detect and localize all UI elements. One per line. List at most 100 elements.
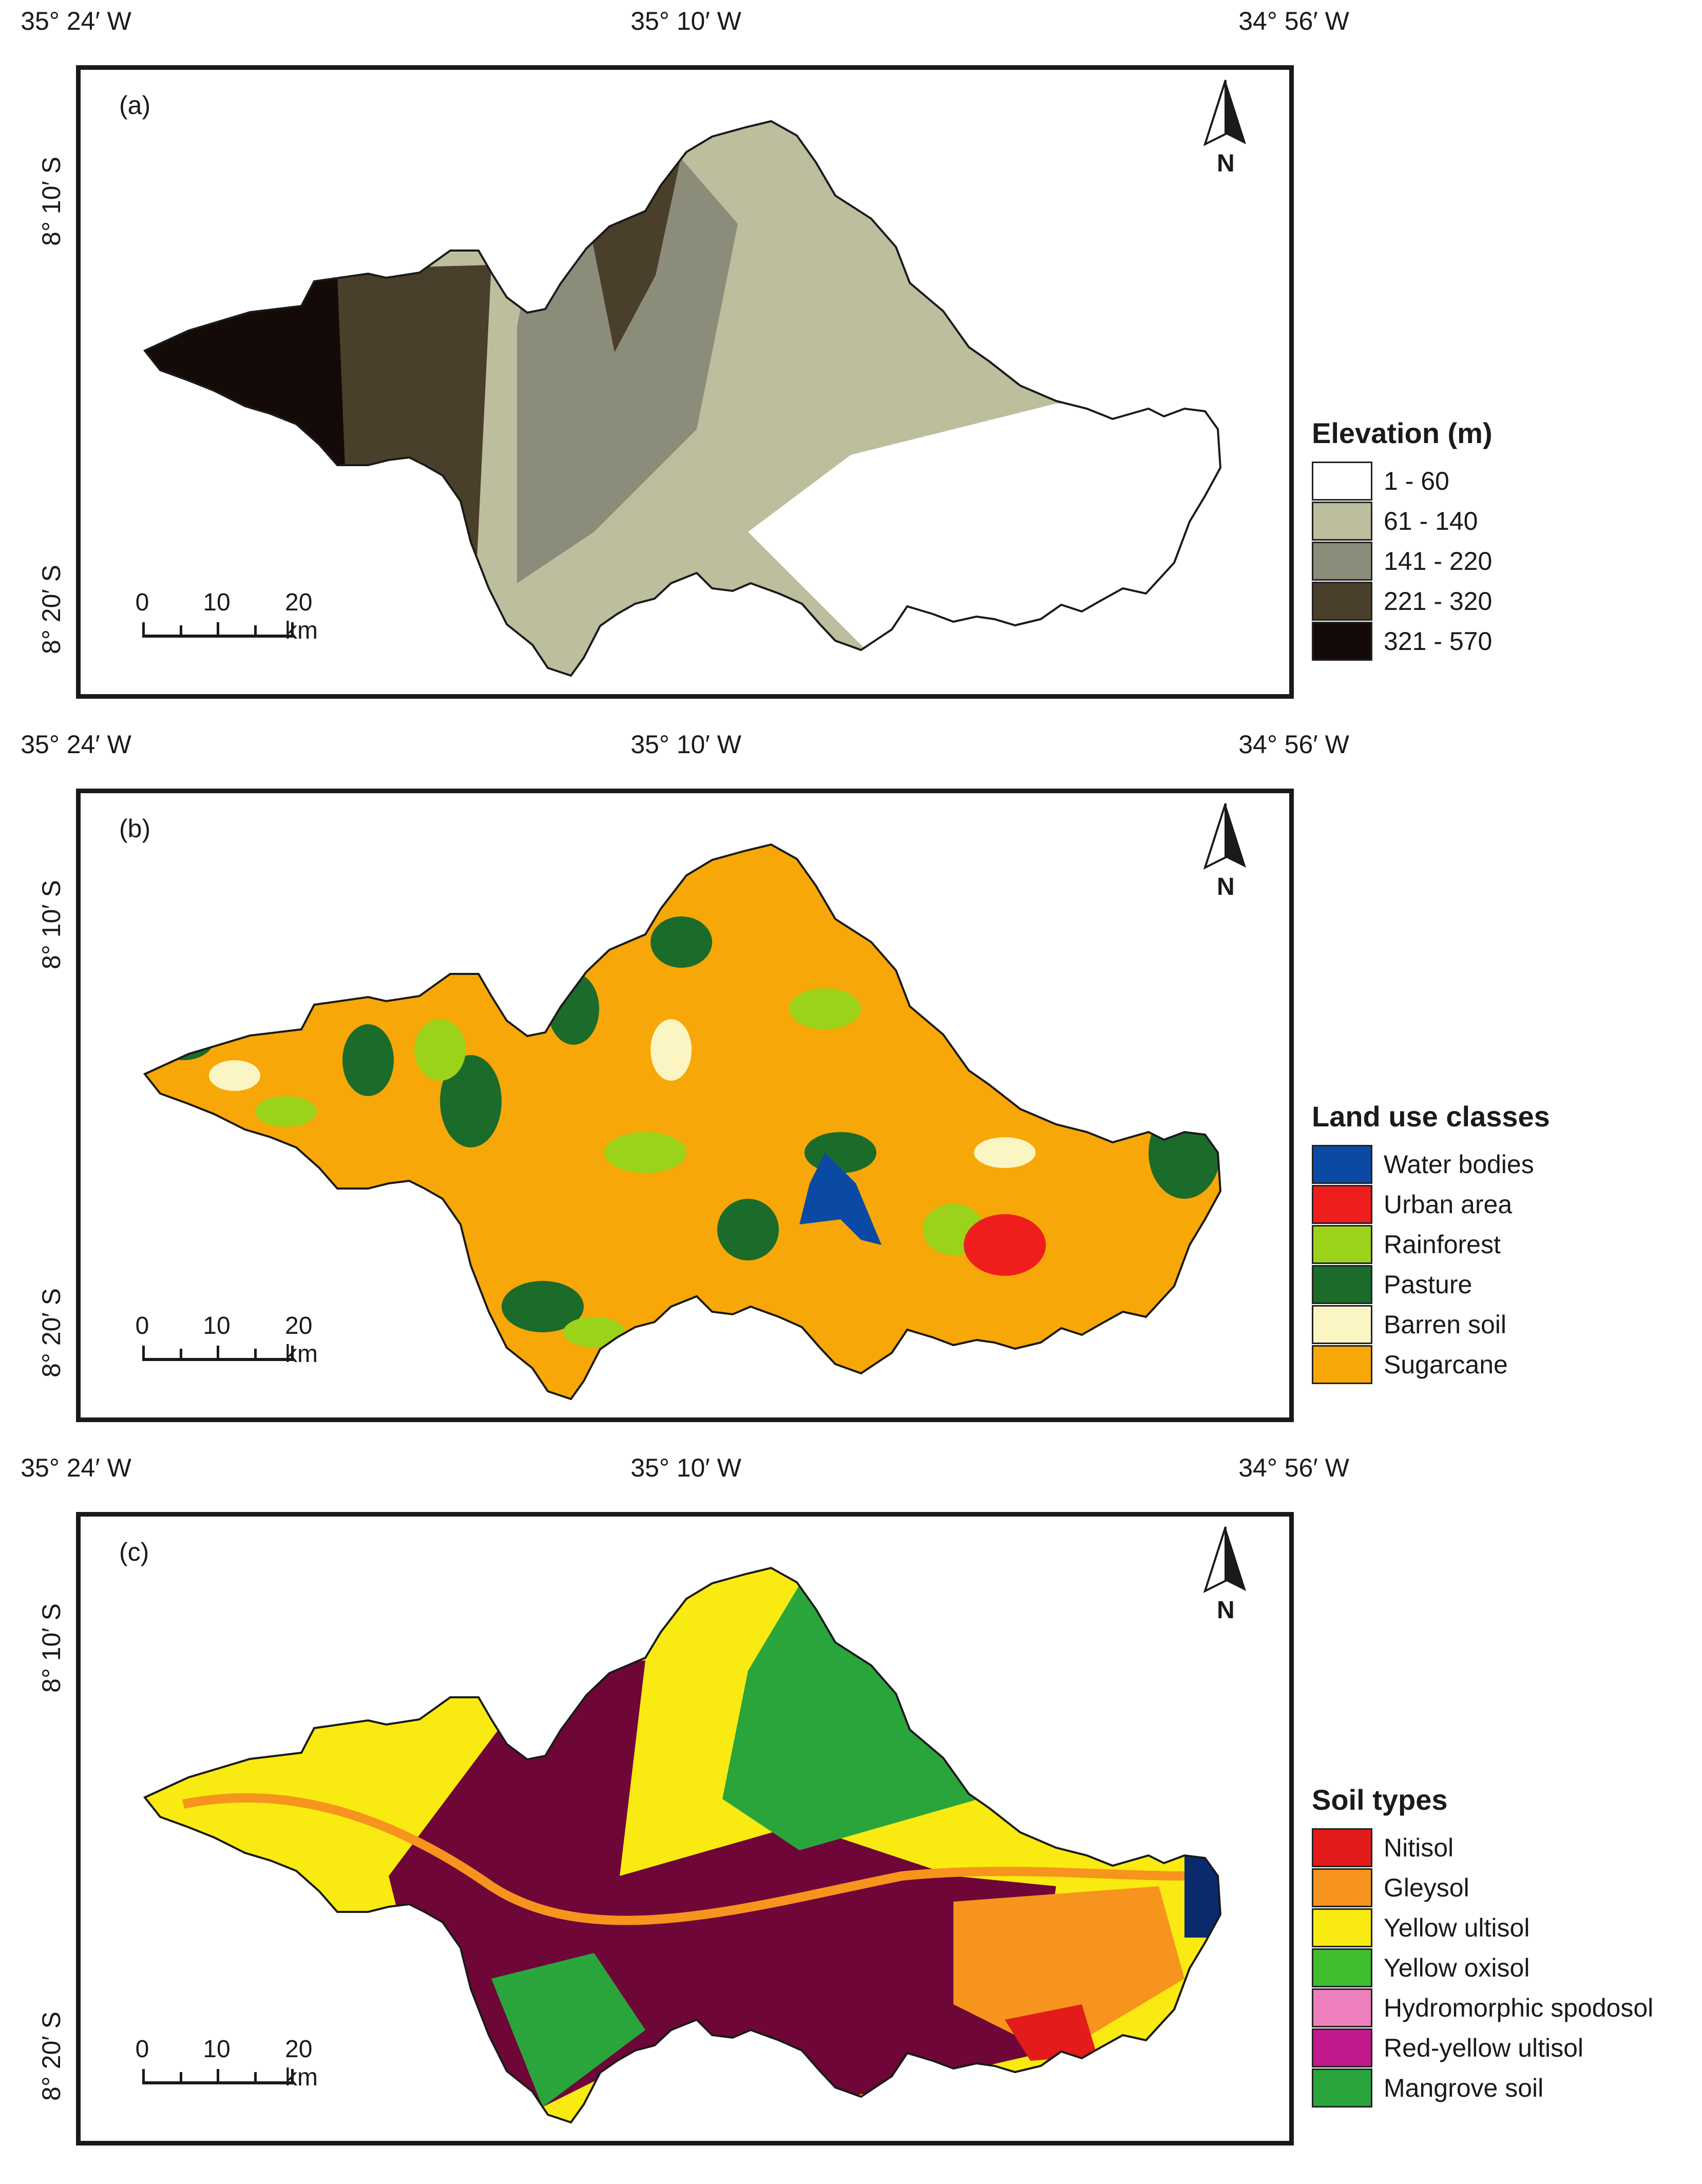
latitude-label: 8° 20′ S <box>37 1288 66 1377</box>
scale-tick <box>142 2069 145 2084</box>
land-use-zone <box>255 1096 317 1127</box>
longitude-label: 35° 10′ W <box>630 730 741 759</box>
land-use-zone <box>548 973 599 1045</box>
north-label: N <box>1217 150 1235 177</box>
panel-label: (c) <box>119 1538 149 1566</box>
legend-swatch <box>1312 1908 1372 1947</box>
panel-label: (a) <box>119 91 151 120</box>
scale-tick <box>179 2072 182 2084</box>
land-use-zone <box>964 1214 1046 1276</box>
scale-tick <box>217 2069 219 2084</box>
basin-outline <box>143 843 1222 1401</box>
north-arrow-icon <box>1203 803 1246 870</box>
scale-tick <box>217 1346 219 1361</box>
soil-zone <box>491 1953 645 2107</box>
legend-item: Water bodies <box>1312 1144 1550 1184</box>
north-arrow-icon <box>1203 80 1246 146</box>
north-label: N <box>1217 873 1235 901</box>
legend-label: 221 - 320 <box>1384 587 1493 616</box>
longitude-label: 34° 56′ W <box>1238 1453 1349 1482</box>
legend-label: 321 - 570 <box>1384 627 1493 656</box>
scale-tick <box>254 625 257 638</box>
legend-label: Yellow oxisol <box>1384 1953 1530 1982</box>
legend-label: Yellow ultisol <box>1384 1913 1530 1942</box>
legend-swatch <box>1312 2028 1372 2067</box>
map-frame-c: (c) N 0 10 20 km <box>76 1512 1294 2145</box>
legend-label: 61 - 140 <box>1384 507 1478 535</box>
latitude-label: 8° 20′ S <box>37 2011 66 2101</box>
scale-tick <box>179 625 182 638</box>
soil-zone <box>1184 1855 1220 1938</box>
legend-swatch <box>1312 542 1372 581</box>
map-c <box>143 1566 1222 2124</box>
legend-swatch <box>1312 1345 1372 1384</box>
legend-swatch <box>1312 1225 1372 1264</box>
soil-zone <box>182 1793 1185 1925</box>
legend-item: 141 - 220 <box>1312 541 1493 581</box>
scale-bar: 0 10 20 km <box>136 2035 318 2092</box>
latitude-label: 8° 10′ S <box>37 880 66 969</box>
longitude-label: 35° 24′ W <box>21 7 131 35</box>
legend-swatch <box>1312 502 1372 541</box>
legend-item: 61 - 140 <box>1312 501 1493 541</box>
legend-swatch <box>1312 1828 1372 1867</box>
scale-label: 20 km <box>285 1312 318 1368</box>
land-use-zone <box>1149 1106 1220 1199</box>
soil-zone <box>1005 2004 1097 2061</box>
basin-outline <box>143 120 1222 677</box>
land-use-zone <box>414 1019 466 1081</box>
legend-label: Barren soil <box>1384 1310 1506 1339</box>
legend-item: Rainforest <box>1312 1224 1550 1265</box>
legend-swatch <box>1312 1988 1372 2027</box>
latitude-label: 8° 10′ S <box>37 157 66 246</box>
scale-bar: 0 10 20 km <box>136 1312 318 1368</box>
scale-tick <box>217 622 219 638</box>
legend-item: Pasture <box>1312 1265 1550 1305</box>
legend-label: Urban area <box>1384 1190 1513 1219</box>
scale-tick <box>142 1346 145 1361</box>
legend-swatch <box>1312 1185 1372 1224</box>
land-use-zone <box>563 1317 625 1348</box>
scale-label: 10 <box>203 589 231 616</box>
scale-label: 0 <box>135 589 149 616</box>
soil-zone <box>722 1568 979 1850</box>
land-use-zone <box>799 1153 882 1245</box>
legend-swatch <box>1312 1305 1372 1344</box>
legend-swatch <box>1312 462 1372 501</box>
scale-bar: 0 10 20 km <box>136 588 318 645</box>
soil-zone <box>953 1886 1184 2056</box>
longitude-label: 34° 56′ W <box>1238 730 1349 759</box>
legend-label: Water bodies <box>1384 1150 1534 1179</box>
legend-swatch <box>1312 1868 1372 1907</box>
legend-item: Sugarcane <box>1312 1345 1550 1385</box>
legend-title: Elevation (m) <box>1312 417 1493 449</box>
scale-tick <box>291 2069 294 2084</box>
map-a <box>143 120 1222 677</box>
legend-swatch <box>1312 2068 1372 2108</box>
scale-tick <box>291 1346 294 1361</box>
legend-title: Soil types <box>1312 1784 1448 1816</box>
longitude-label: 35° 10′ W <box>630 1453 741 1482</box>
land-use-zone <box>152 1019 214 1060</box>
longitude-label: 35° 10′ W <box>630 7 741 35</box>
legend-label: Gleysol <box>1384 1873 1469 1902</box>
land-use-zone <box>440 1055 502 1147</box>
scale-label: 20 km <box>285 2036 318 2091</box>
land-use-zone <box>502 1281 584 1332</box>
legend-label: Pasture <box>1384 1270 1472 1299</box>
land-use-zone <box>368 1183 430 1224</box>
scale-tick <box>142 622 145 638</box>
legend-item: 1 - 60 <box>1312 461 1493 501</box>
map-frame-b: (b) N 0 10 20 km <box>76 789 1294 1422</box>
legend-label: Mangrove soil <box>1384 2074 1544 2102</box>
land-use-zone <box>604 1132 686 1173</box>
longitude-label: 34° 56′ W <box>1238 7 1349 35</box>
legend-label: Nitisol <box>1384 1833 1454 1862</box>
legend-item: Hydromorphic spodosol <box>1312 1988 1653 2028</box>
scale-tick <box>254 1349 257 1361</box>
north-arrow-icon <box>1203 1526 1246 1593</box>
legend-label: Rainforest <box>1384 1230 1501 1259</box>
legend-label: Sugarcane <box>1384 1350 1508 1379</box>
land-use-zone <box>651 1019 692 1081</box>
longitude-label: 35° 24′ W <box>21 730 131 759</box>
